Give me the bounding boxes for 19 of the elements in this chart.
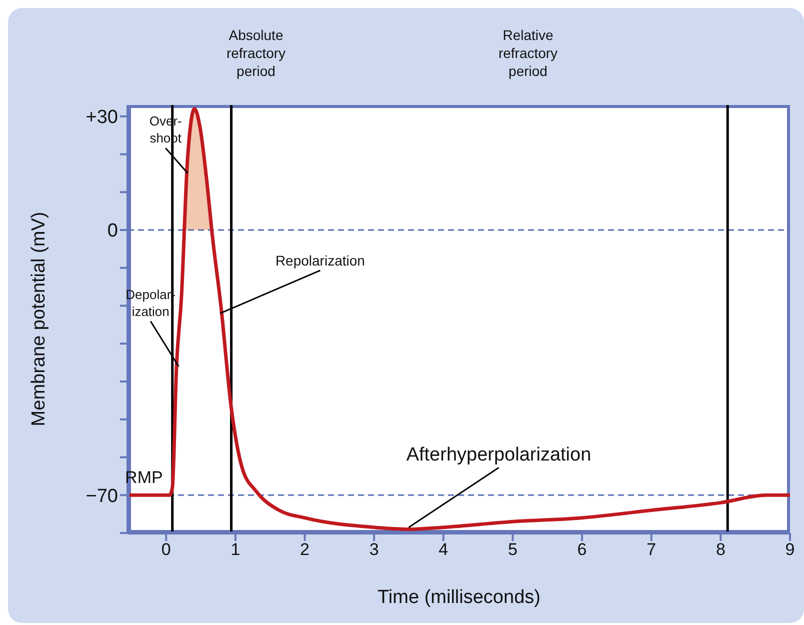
x-tick-label: 8: [716, 540, 726, 560]
text: Relative refractory period: [498, 26, 558, 79]
x-tick-label: 0: [161, 540, 171, 560]
y-axis-title: Membrane potential (mV): [28, 212, 50, 426]
x-tick-label: 6: [577, 540, 587, 560]
y-tick-label: +30: [86, 107, 118, 128]
x-tick-label: 3: [369, 540, 379, 560]
x-axis-title: Time (milliseconds): [378, 587, 540, 608]
x-tick-label: 7: [646, 540, 656, 560]
x-tick-label: 4: [438, 540, 448, 560]
annotation: Afterhyperpolarization: [406, 444, 592, 466]
x-tick-label: 1: [230, 540, 240, 560]
text: Absolute refractory period: [226, 26, 286, 79]
x-tick-label: 9: [785, 540, 795, 560]
y-tick-label: −70: [86, 486, 118, 507]
x-tick-label: 5: [508, 540, 518, 560]
x-tick-label: 2: [300, 540, 310, 560]
y-tick-label: 0: [107, 220, 118, 242]
annotation: Repolarization: [275, 252, 365, 268]
